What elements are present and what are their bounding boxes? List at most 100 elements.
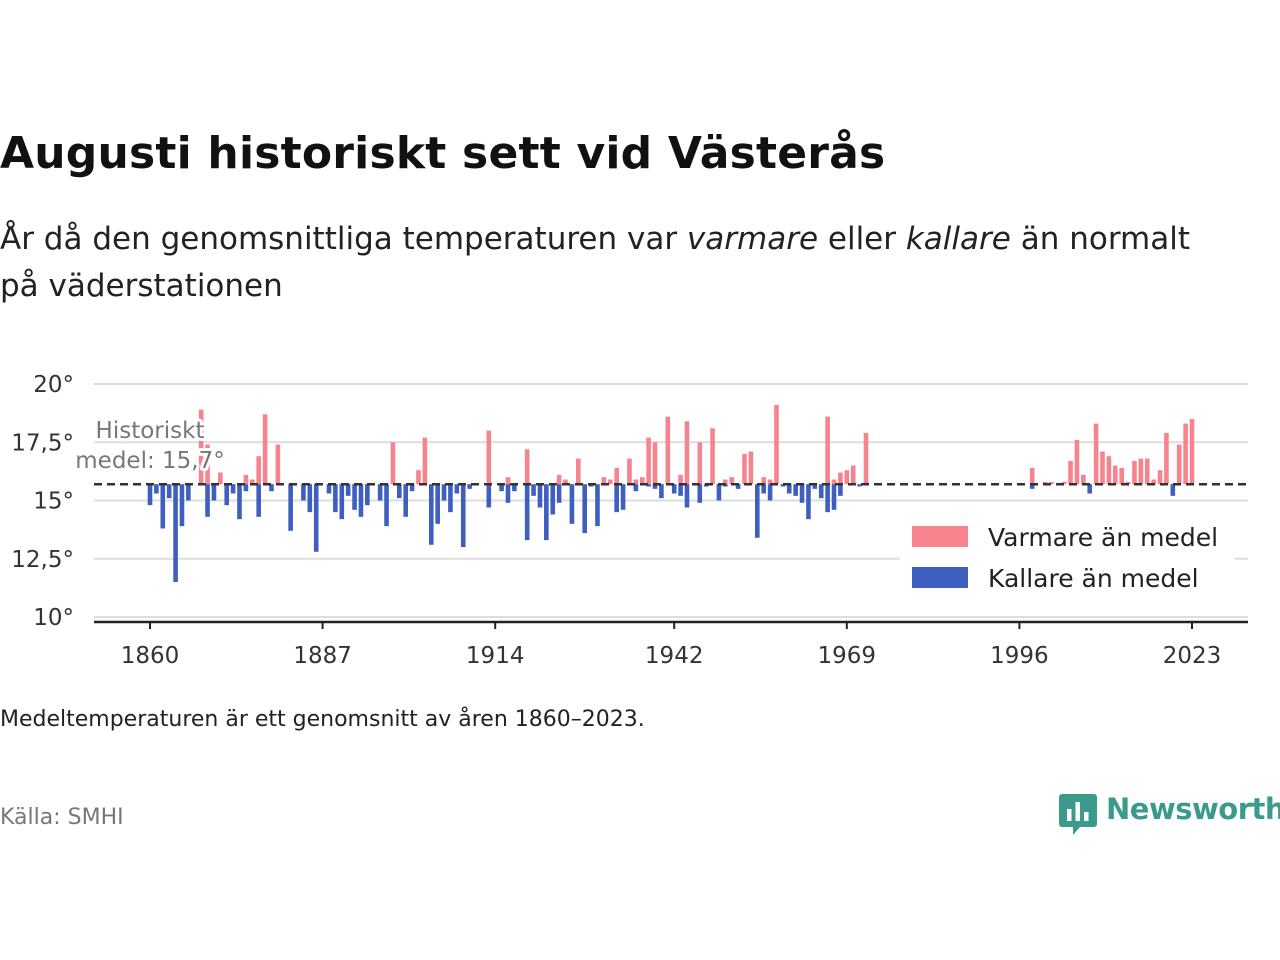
x-tick-label: 1887 <box>293 643 352 669</box>
bar-cold-1939 <box>652 484 658 489</box>
bar-cold-1865 <box>179 484 185 527</box>
bar-warm-1936 <box>633 479 639 485</box>
x-tick-label: 2023 <box>1163 643 1222 669</box>
bar-cold-1961 <box>793 484 798 496</box>
bar-cold-1949 <box>716 484 722 501</box>
bar-cold-1861 <box>154 484 159 494</box>
x-tick-label: 1860 <box>121 643 180 669</box>
x-tick-label: 1969 <box>818 643 877 669</box>
bar-warm-1998 <box>1029 467 1035 485</box>
bar-cold-1873 <box>230 484 236 494</box>
bar-cold-2020 <box>1170 484 1176 496</box>
bar-cold-1923 <box>550 484 556 515</box>
bar-cold-1917 <box>512 484 517 492</box>
baseline-label-halo: medel: 15,7° <box>75 448 224 474</box>
baseline-label: medel: 15,7° <box>75 448 224 474</box>
x-tick-label: 1914 <box>466 643 525 669</box>
bar-warm-1877 <box>256 456 261 485</box>
bar-warm-1876 <box>249 479 255 485</box>
legend-swatch <box>912 567 968 588</box>
bar-cold-1943 <box>678 484 683 496</box>
bar-cold-1933 <box>614 484 619 513</box>
bar-warm-1925 <box>563 479 568 485</box>
bar-cold-1909 <box>460 484 466 548</box>
bar-warm-1919 <box>524 449 530 485</box>
bar-cold-1964 <box>812 484 818 489</box>
bar-warm-1916 <box>505 477 511 485</box>
bar-warm-1969 <box>844 470 850 485</box>
bar-cold-1971 <box>857 484 862 487</box>
bar-warm-2009 <box>1100 451 1105 485</box>
bar-warm-1951 <box>729 477 735 485</box>
bar-warm-1878 <box>262 414 268 485</box>
bar-warm-1935 <box>627 458 632 485</box>
bar-cold-1916 <box>505 484 511 503</box>
subtitle-part-2: eller <box>818 221 906 257</box>
axes: 10° 12,5° 15° 17,5° 20° 1860 1887 1914 1942 1969 1… <box>11 372 1248 669</box>
bar-cold-1885 <box>307 484 313 513</box>
bar-cold-1920 <box>531 484 536 496</box>
bar-cold-1874 <box>237 484 242 520</box>
bar-cold-1966 <box>825 484 830 513</box>
bar-cold-1877 <box>256 484 261 517</box>
bar-warm-2005 <box>1074 439 1080 485</box>
bar-cold-1952 <box>735 484 741 489</box>
legend: Varmare än medel Kallare än medel <box>900 515 1235 607</box>
bar-warm-2016 <box>1144 458 1150 485</box>
bar-cold-1870 <box>211 484 217 501</box>
bar-warm-2022 <box>1183 423 1188 485</box>
bar-cold-1890 <box>339 484 345 520</box>
bar-cold-1888 <box>326 484 332 494</box>
bar-cold-1926 <box>569 484 575 524</box>
bar-warm-1937 <box>639 477 645 485</box>
bar-warm-2001 <box>1049 481 1054 485</box>
bar-cold-1862 <box>160 484 166 529</box>
bar-warm-2010 <box>1106 456 1112 485</box>
bar-warm-2021 <box>1176 444 1182 485</box>
bar-warm-1875 <box>243 474 249 485</box>
bar-cold-1946 <box>697 484 703 503</box>
bar-warm-1924 <box>556 474 562 485</box>
chart-title: Augusti historiskt sett vid Västerås <box>0 128 886 179</box>
bar-cold-1866 <box>186 484 191 501</box>
bar-cold-2007 <box>1087 484 1093 494</box>
x-tick-label: 1942 <box>645 643 704 669</box>
bar-warm-1954 <box>748 451 754 485</box>
bar-warm-1957 <box>767 479 773 485</box>
bar-cold-1905 <box>435 484 440 524</box>
bar-cold-1900 <box>403 484 409 517</box>
bar-cold-1963 <box>806 484 811 520</box>
bar-cold-1894 <box>365 484 370 506</box>
bar-cold-1934 <box>620 484 626 510</box>
bar-warm-2012 <box>1119 467 1124 485</box>
bar-warm-1931 <box>601 477 607 485</box>
bar-warm-2015 <box>1138 458 1144 485</box>
bar-warm-2004 <box>1068 460 1073 485</box>
bar-warm-2014 <box>1132 460 1137 485</box>
footnote: Medeltemperaturen är ett genomsnitt av å… <box>0 707 645 732</box>
bar-cold-1921 <box>537 484 543 508</box>
bar-warm-1968 <box>838 472 843 485</box>
subtitle-part-1: År då den genomsnittliga temperaturen va… <box>0 221 687 257</box>
bar-warm-1946 <box>697 442 703 485</box>
bar-warm-1868 <box>198 409 204 485</box>
bar-warm-1880 <box>275 444 281 485</box>
legend-label: Kallare än medel <box>988 564 1199 593</box>
bar-cold-1908 <box>454 484 460 494</box>
bar-warm-1871 <box>218 472 223 485</box>
bar-cold-1910 <box>467 484 472 489</box>
bar-warm-2006 <box>1081 474 1086 485</box>
bar-warm-2019 <box>1164 432 1169 485</box>
bar-cold-1922 <box>544 484 549 541</box>
subtitle-warm-word: varmare <box>686 221 819 257</box>
legend-swatch <box>912 526 968 547</box>
y-tick-label: 20° <box>33 372 74 398</box>
bar-warm-2003 <box>1061 481 1067 485</box>
bar-cold-1893 <box>358 484 364 517</box>
bar-cold-1872 <box>224 484 230 506</box>
y-tick-label: 12,5° <box>11 547 74 573</box>
bar-cold-1919 <box>524 484 530 541</box>
bar-cold-1940 <box>659 484 664 499</box>
newsworthy-logo[interactable]: Newsworthy <box>1058 790 1280 838</box>
source-credit: Källa: SMHI <box>0 805 124 830</box>
